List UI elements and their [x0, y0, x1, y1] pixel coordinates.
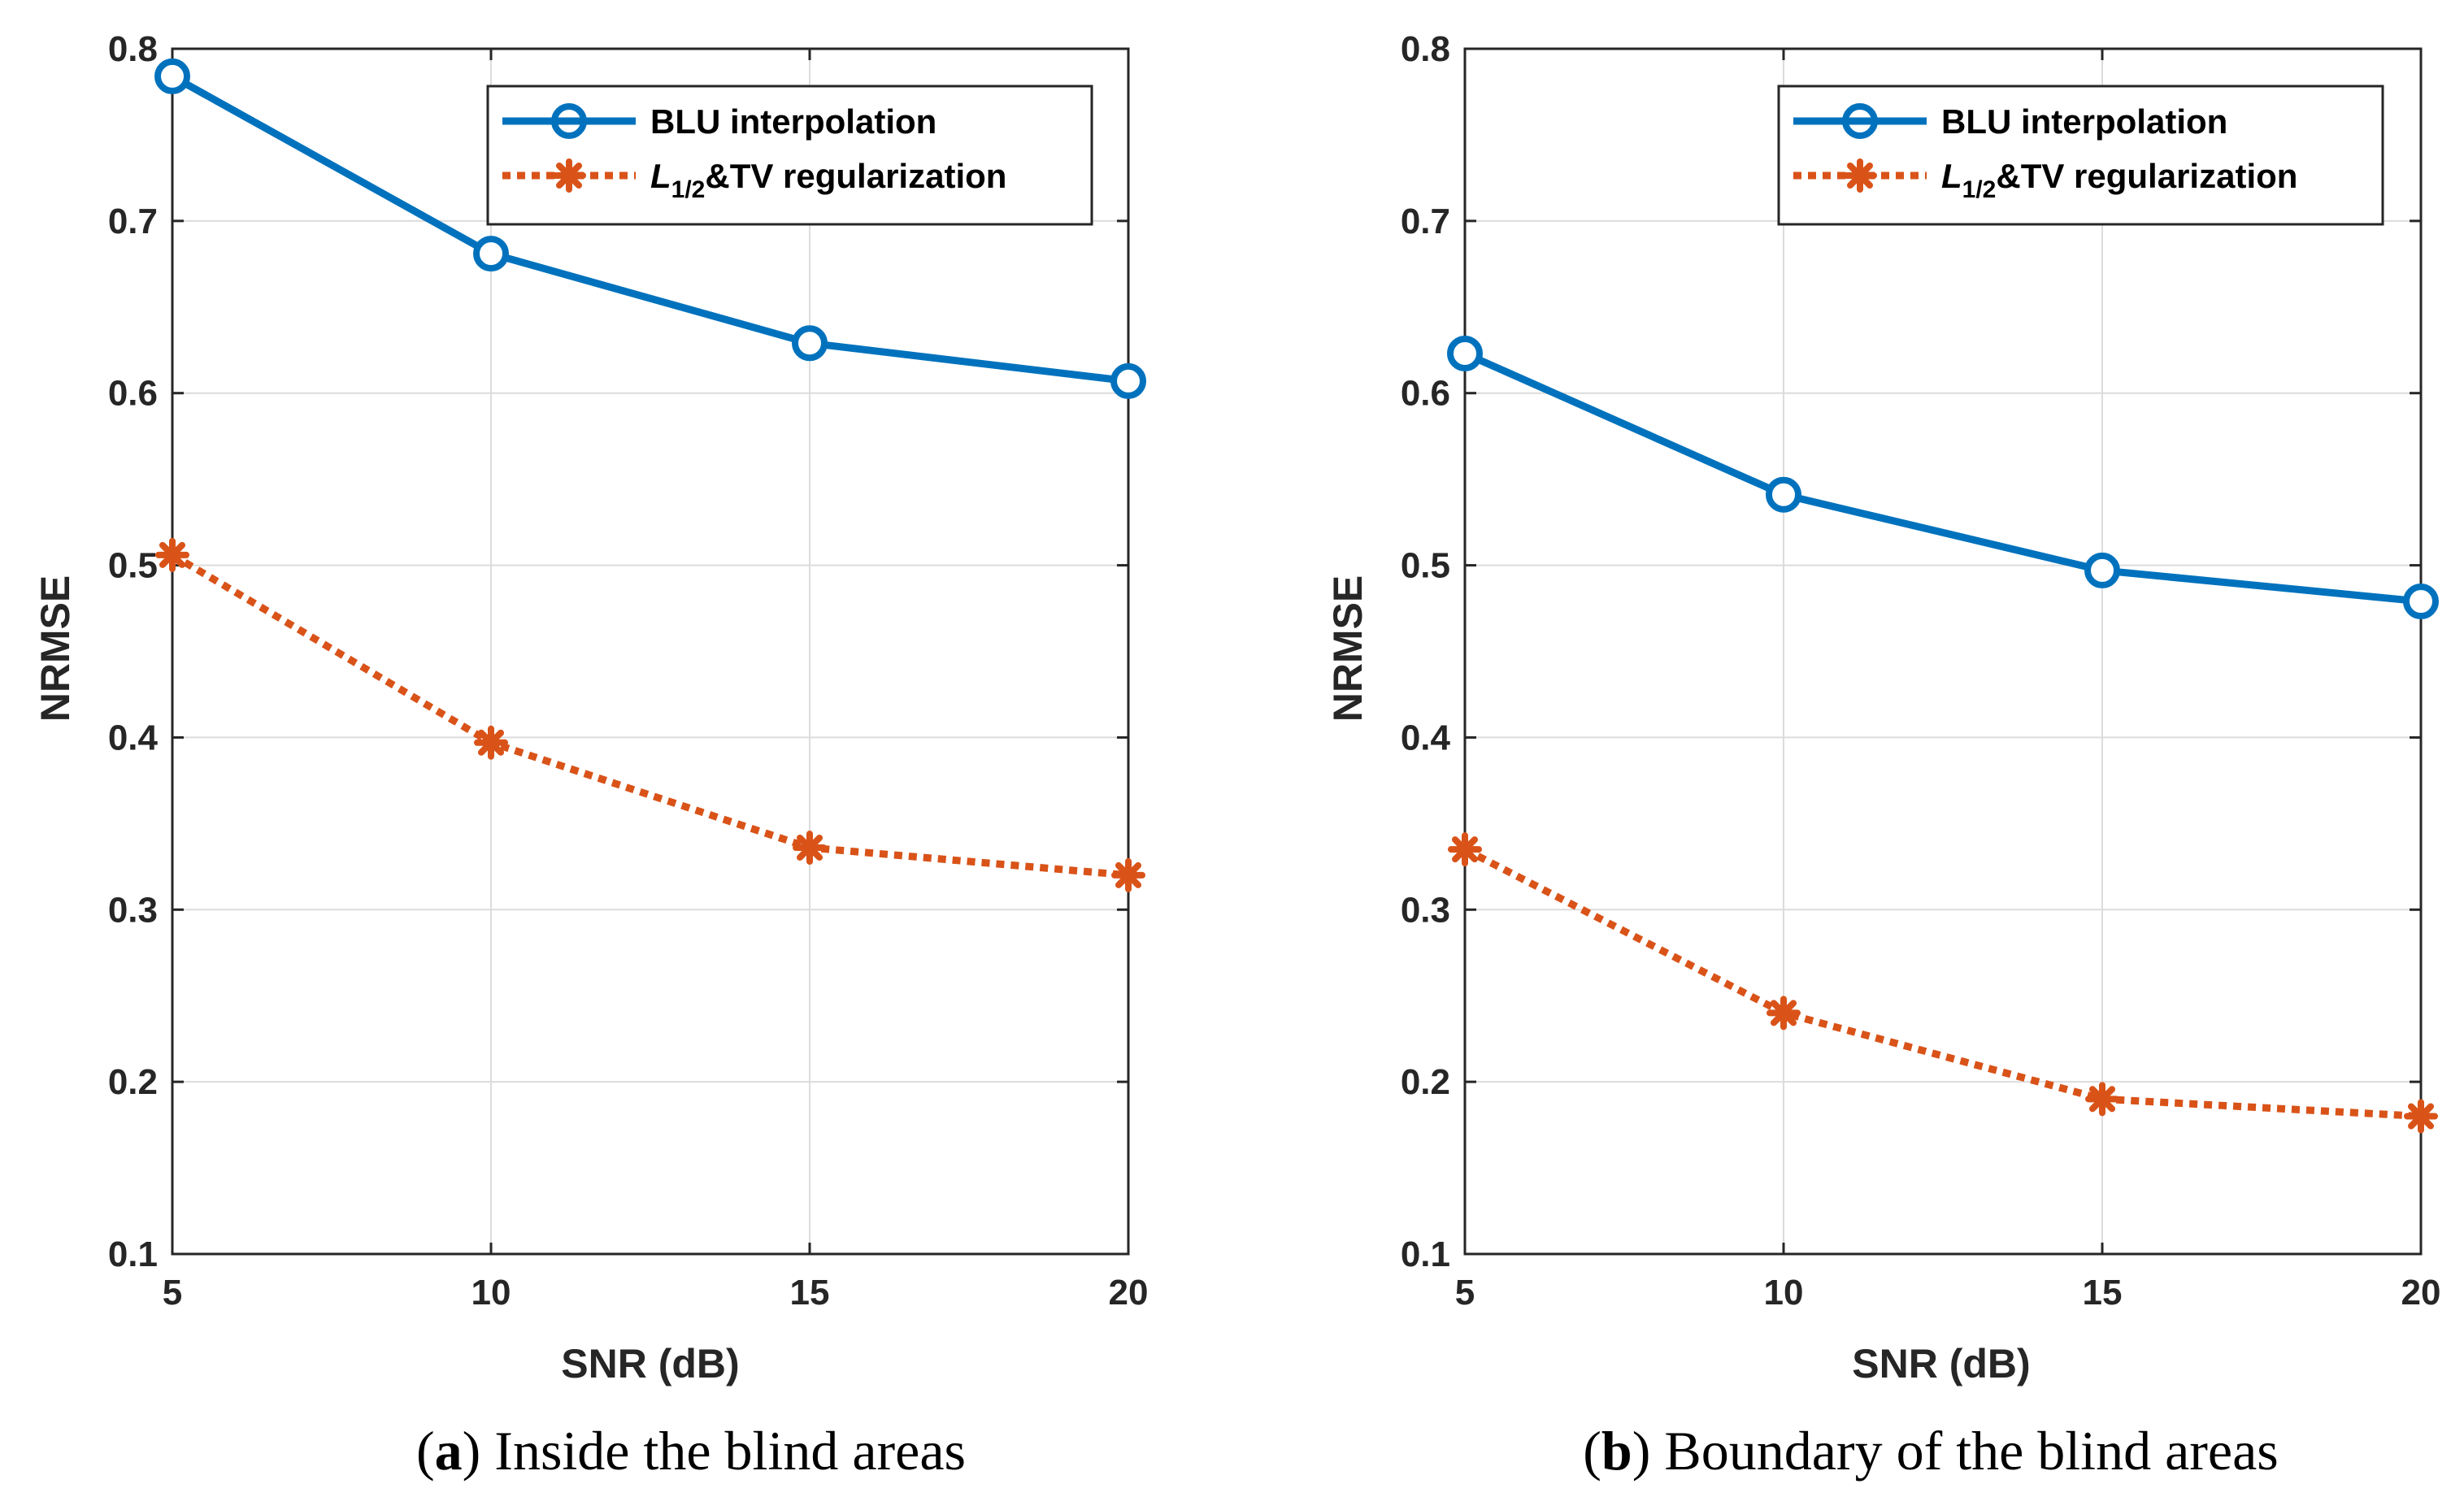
marker-core: [802, 840, 817, 856]
data-point-blu: [473, 236, 509, 272]
y-tick-label: 0.5: [1401, 546, 1450, 586]
y-tick-label: 0.3: [1401, 890, 1450, 930]
panel-a: 0.1 0.2 0.3 0.4 0.5 0.6 0.7 0.8 5 10 15 20 NRMSE S…: [33, 29, 1148, 1482]
legend-l12-label: L1/2&TV regularization: [1941, 157, 2297, 203]
x-axis-label: SNR (dB): [561, 1341, 739, 1386]
marker-core: [1776, 1005, 1791, 1021]
data-point-l12: [1448, 832, 1482, 867]
x-tick-label: 5: [1455, 1273, 1475, 1313]
caption-a-letter: a: [435, 1420, 463, 1482]
legend-blu-label: BLU interpolation: [1941, 102, 2227, 141]
x-tick-labels: 5 10 15 20: [1455, 1273, 2441, 1313]
legend-l12-sub: 1/2: [1962, 176, 1997, 203]
legend-l12-rest: &TV regularization: [705, 157, 1006, 195]
marker-core: [1121, 867, 1136, 883]
data-point-l12: [1111, 857, 1145, 892]
data-point-l12: [2404, 1099, 2438, 1134]
data-point-blu: [1447, 335, 1483, 371]
legend-blu-marker: [1842, 103, 1878, 139]
x-tick-label: 20: [1109, 1273, 1149, 1313]
grid-lines: [1464, 48, 2422, 1255]
data-point-blu: [1766, 476, 1801, 513]
data-point-blu: [154, 58, 190, 94]
series-group: [1447, 335, 2439, 1134]
marker-core: [2414, 1109, 2428, 1124]
series-line-blu: [170, 72, 1129, 385]
x-tick-label: 15: [790, 1273, 830, 1313]
x-tick-labels: 5 10 15 20: [163, 1273, 1149, 1313]
legend: BLU interpolation L1/2&TV regularization: [1777, 85, 2384, 226]
y-tick-label: 0.6: [1401, 374, 1450, 414]
series-line-blu: [1463, 349, 2422, 605]
x-tick-label: 10: [472, 1273, 511, 1313]
caption-b-letter: b: [1601, 1420, 1632, 1482]
y-tick-label: 0.2: [108, 1062, 158, 1102]
legend-l12-marker: [552, 158, 586, 193]
y-tick-label: 0.2: [1401, 1062, 1450, 1102]
data-point-l12: [793, 831, 827, 866]
data-point-blu: [2084, 552, 2120, 588]
legend-star-shape: [1843, 158, 1877, 193]
legend-blu-marker: [551, 103, 587, 139]
y-tick-label: 0.4: [1401, 718, 1451, 757]
marker-core: [165, 547, 180, 562]
y-tick-label: 0.8: [108, 29, 158, 69]
series-line-l12: [170, 551, 1129, 879]
axes-box: [171, 47, 1130, 1256]
axes-box: [1463, 47, 2423, 1256]
y-tick-label: 0.3: [108, 890, 158, 930]
legend-box: [1777, 85, 2384, 226]
data-point-l12: [155, 537, 189, 572]
y-tick-label: 0.7: [108, 202, 158, 241]
x-tick-label: 15: [2083, 1273, 2123, 1313]
data-point-l12: [474, 725, 508, 760]
legend-box: [486, 85, 1093, 226]
marker-core: [562, 168, 576, 183]
data-point-blu: [2403, 584, 2439, 620]
caption-a: (a) Inside the blind areas: [416, 1420, 966, 1482]
y-tick-label: 0.8: [1401, 29, 1450, 69]
data-point-blu: [792, 325, 828, 362]
legend-l12-marker: [1843, 158, 1877, 193]
axes-frame: [171, 47, 1130, 1256]
legend-l12-main: L: [650, 157, 671, 195]
series-line-l12: [1462, 846, 2422, 1121]
marker-core: [1853, 168, 1867, 183]
y-axis-label: NRMSE: [33, 575, 78, 722]
data-point-blu: [1110, 362, 1146, 399]
y-tick-label: 0.1: [1401, 1234, 1450, 1274]
y-tick-label: 0.4: [108, 718, 159, 757]
y-tick-label: 0.5: [108, 546, 158, 586]
x-tick-label: 10: [1764, 1273, 1804, 1313]
marker-core: [2095, 1091, 2110, 1107]
axes-frame: [1463, 47, 2423, 1256]
legend-star-shape: [552, 158, 586, 193]
legend-l12-sub: 1/2: [671, 176, 706, 203]
legend-l12-label: L1/2&TV regularization: [650, 157, 1006, 203]
x-axis-label: SNR (dB): [1852, 1341, 2030, 1386]
x-tick-label: 5: [163, 1273, 182, 1313]
caption-b: (b) Boundary of the blind areas: [1583, 1420, 2278, 1482]
grid-lines: [172, 48, 1129, 1255]
caption-a-text: Inside the blind areas: [480, 1420, 966, 1482]
y-tick-labels: 0.1 0.2 0.3 0.4 0.5 0.6 0.7 0.8: [1401, 29, 1451, 1274]
legend-blu-label: BLU interpolation: [650, 102, 936, 141]
panel-b: 0.1 0.2 0.3 0.4 0.5 0.6 0.7 0.8 5 10 15 20 NRMSE S…: [1325, 29, 2440, 1482]
data-point-l12: [1767, 996, 1801, 1031]
y-tick-label: 0.6: [108, 374, 158, 414]
marker-core: [484, 735, 498, 750]
x-tick-label: 20: [2401, 1273, 2441, 1313]
legend: BLU interpolation L1/2&TV regularization: [486, 85, 1093, 226]
legend-l12-rest: &TV regularization: [1996, 157, 2297, 195]
y-tick-label: 0.1: [108, 1234, 158, 1274]
caption-b-text: Boundary of the blind areas: [1650, 1420, 2278, 1482]
legend-l12-main: L: [1941, 157, 1962, 195]
y-axis-label: NRMSE: [1325, 575, 1371, 722]
data-point-l12: [2085, 1082, 2119, 1117]
y-tick-labels: 0.1 0.2 0.3 0.4 0.5 0.6 0.7 0.8: [108, 29, 159, 1274]
y-tick-label: 0.7: [1401, 202, 1450, 241]
series-group: [154, 58, 1146, 892]
marker-core: [1458, 842, 1472, 857]
